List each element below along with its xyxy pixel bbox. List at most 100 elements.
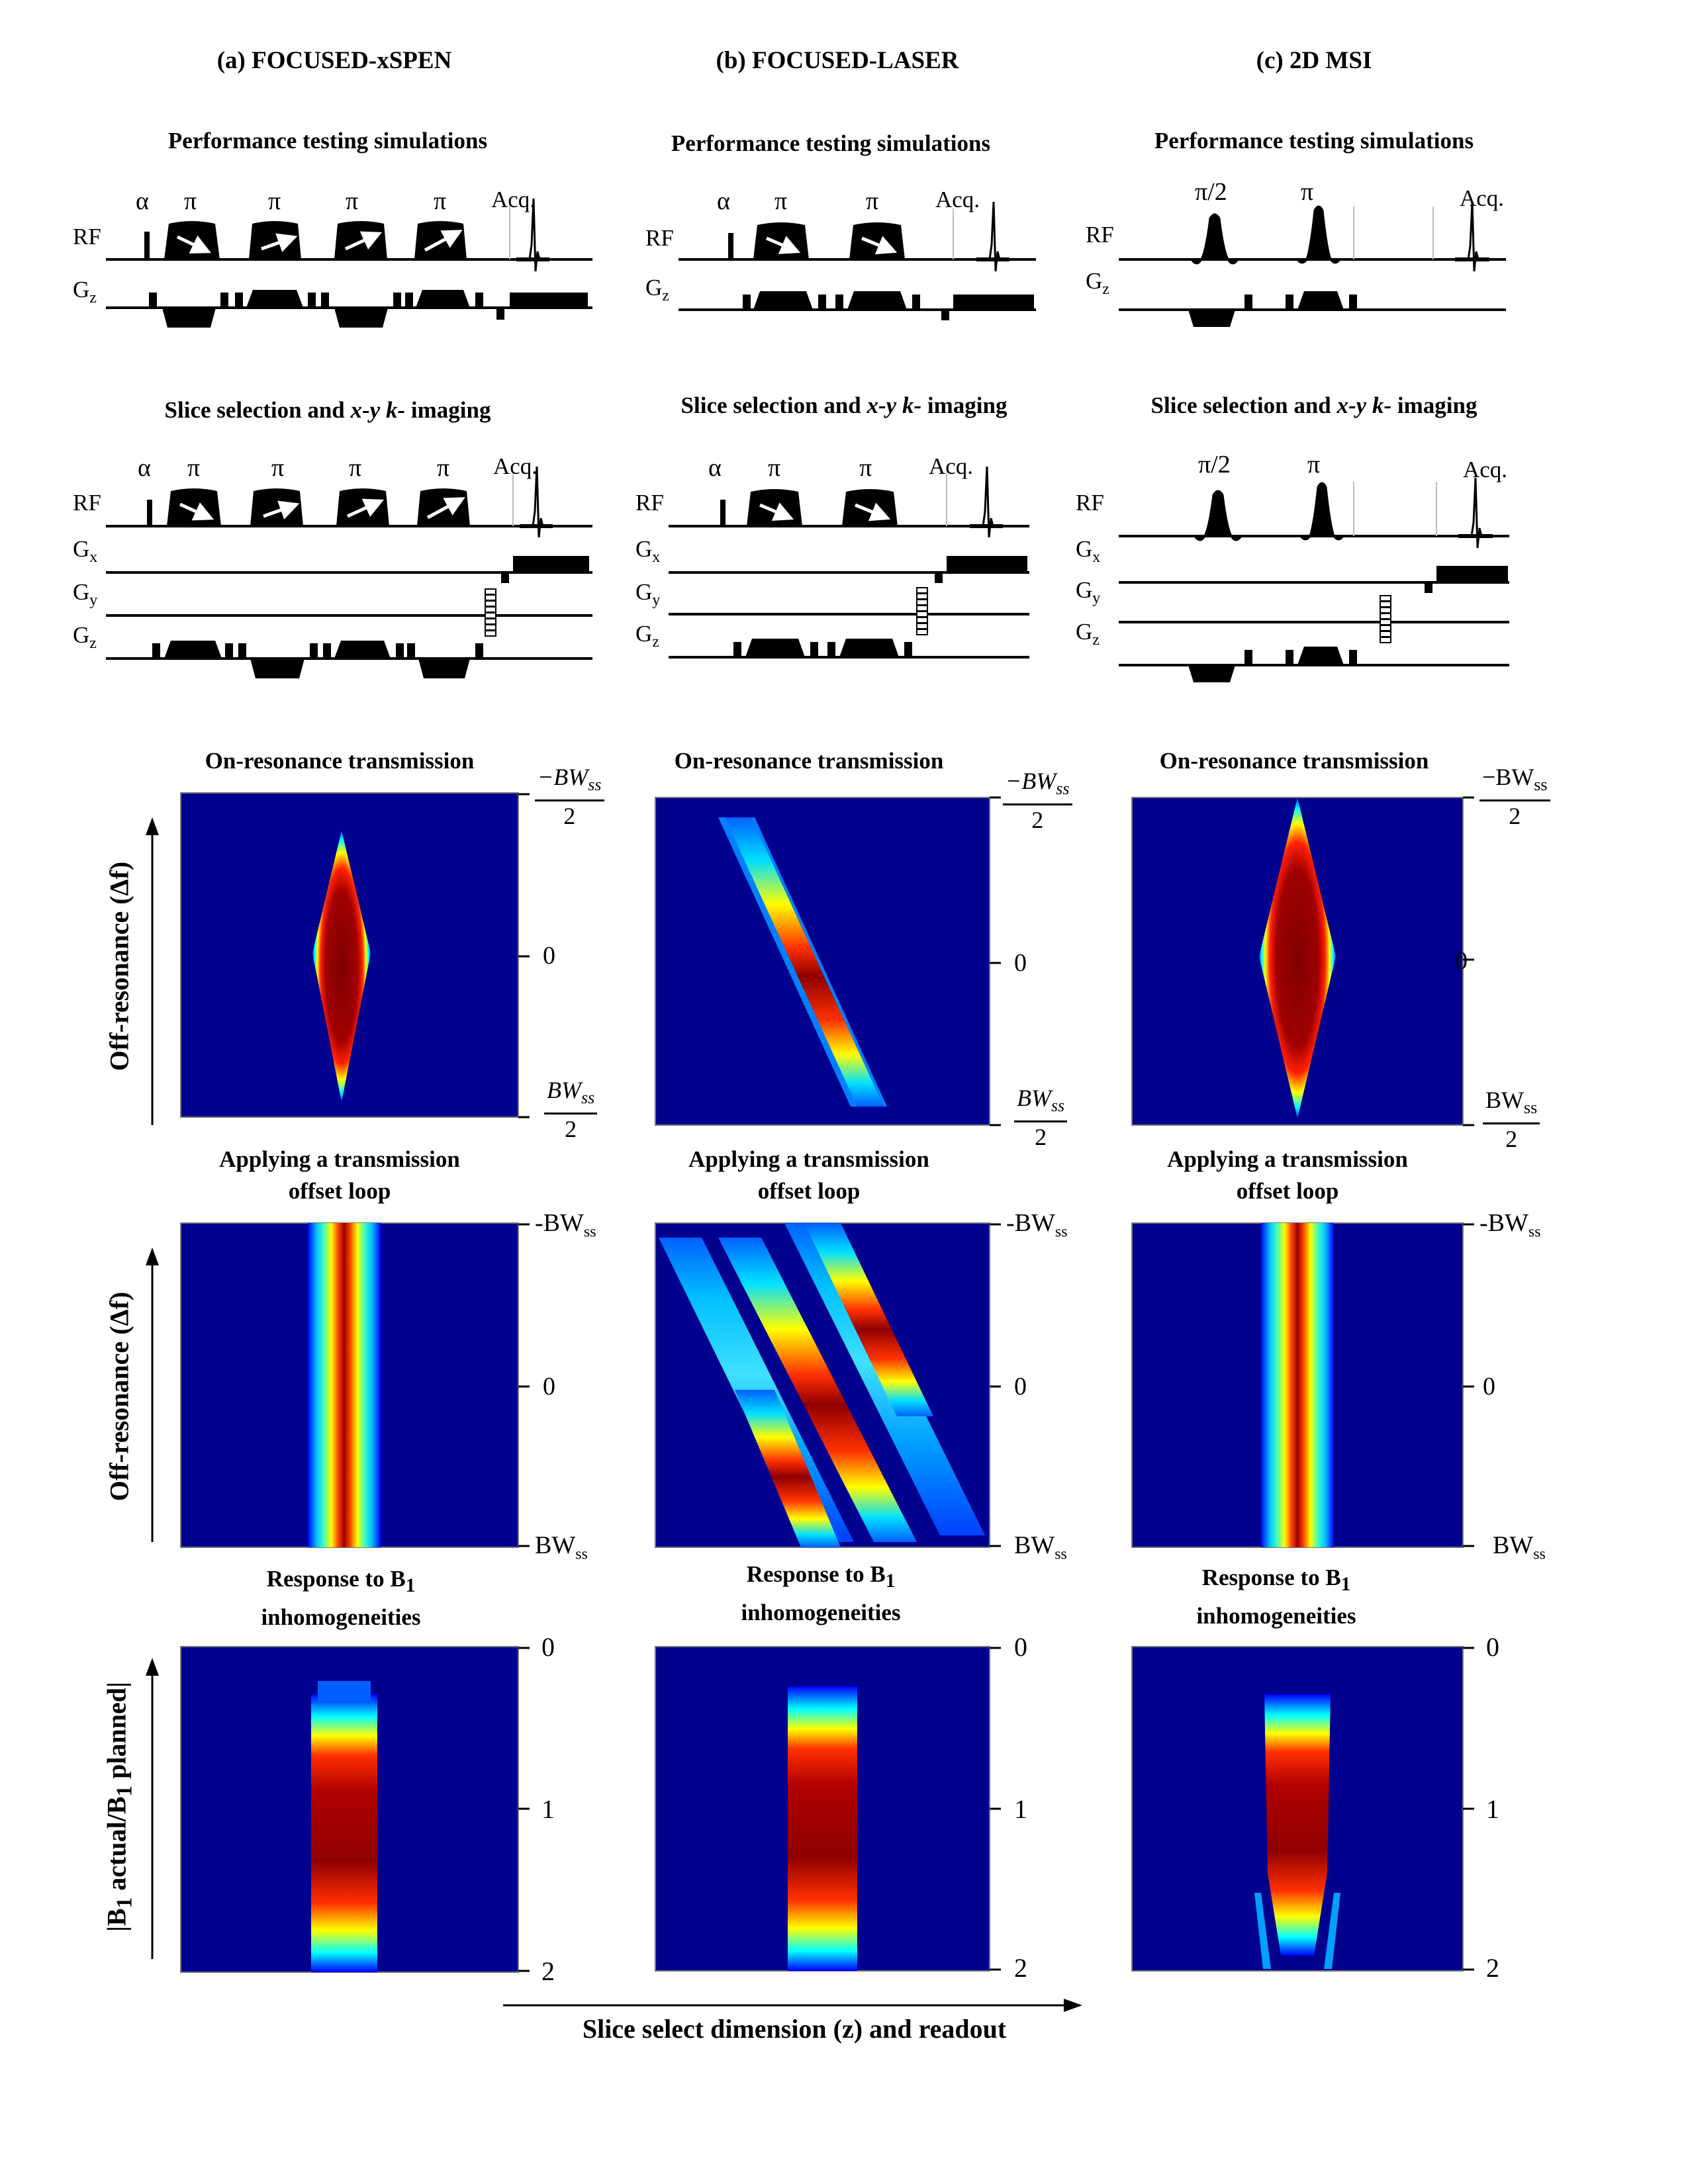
seq-a-slice (106, 466, 592, 678)
map-on-resonance-c (1131, 797, 1464, 1126)
tick-2-c3: 2 (1486, 1953, 1499, 1983)
tick-mid-b2: 0 (1014, 1373, 1027, 1400)
y-axis-title-b1: |B1 actual/B1 planned| (101, 1682, 137, 1932)
pulse-pi1-b2: π (768, 454, 781, 482)
gz-label-b1: Gz (645, 275, 669, 304)
pulse-sequence-diagrams (106, 198, 1509, 682)
tick-top-b2: -BWss (1006, 1209, 1068, 1241)
gz-label-b2: Gz (635, 621, 659, 651)
pulse-alpha-b1: α (717, 187, 730, 215)
gx-label-a2: Gx (73, 536, 98, 566)
seq-a-performance (106, 198, 592, 328)
acq-label-a1: Acq. (491, 187, 536, 212)
pulse-pi2-b1: π (866, 187, 879, 215)
rf-label-c1: RF (1086, 222, 1114, 248)
tick-bot-b2: BWss (1014, 1531, 1067, 1563)
y-axis-title-offres-1: Off-resonance (Δf) (104, 861, 134, 1071)
tick-mid-c1: 0 (1455, 947, 1468, 975)
slice-title-a: Slice selection and x-y k- imaging (164, 397, 491, 423)
map-offset-loop-a (180, 1222, 519, 1548)
pulse-pi4-a2: π (437, 454, 450, 482)
column-title-a: (a) FOCUSED-xSPEN (216, 47, 452, 74)
slice-title-c: Slice selection and x-y k- imaging (1150, 392, 1477, 418)
tick-mid-b1: 0 (1014, 949, 1027, 977)
acq-label-b2: Acq. (929, 453, 974, 479)
perf-title-b: Performance testing simulations (671, 130, 991, 156)
gz-label-a1: Gz (73, 277, 97, 306)
on-title-a: On-resonance transmission (205, 748, 475, 774)
pulse-alpha-a1: α (136, 187, 149, 215)
tick-1-c3: 1 (1486, 1794, 1499, 1824)
gy-label-b2: Gy (635, 579, 661, 609)
tick-0-c3: 0 (1486, 1632, 1499, 1662)
x-axis-title: Slice select dimension (z) and readout (582, 2014, 1007, 2044)
x-axis-arrow (503, 1999, 1082, 2012)
pulse-pi2-b2: π (859, 454, 872, 482)
rf-label-b2: RF (635, 490, 664, 516)
pulse-alpha-b2: α (708, 454, 722, 482)
tick-mid-c2: 0 (1483, 1373, 1495, 1400)
pulse-pi1-a2: π (187, 454, 201, 482)
pulse-alpha-a2: α (138, 454, 151, 482)
tick-bot-a2: BWss (535, 1531, 588, 1563)
on-title-c: On-resonance transmission (1159, 748, 1429, 774)
column-title-c: (c) 2D MSI (1256, 47, 1372, 74)
tick-top-c2: -BWss (1479, 1209, 1541, 1241)
rf-label-a1: RF (73, 224, 101, 250)
b1-title-c: Response to B1 inhomogeneities (1196, 1565, 1356, 1629)
pulse-halfpi-c1: π/2 (1195, 178, 1227, 206)
acq-label-c2: Acq. (1463, 457, 1508, 482)
pulse-pi-c2: π (1307, 451, 1321, 478)
gz-label-c1: Gz (1086, 268, 1109, 298)
pulse-pi-c1: π (1301, 178, 1314, 206)
pulse-pi3-a1: π (346, 187, 359, 215)
gy-label-a2: Gy (73, 579, 98, 609)
seq-c-performance (1119, 201, 1506, 327)
seq-b-performance (679, 201, 1036, 320)
gz-label-c2: Gz (1076, 619, 1100, 649)
pulse-pi2-a2: π (271, 454, 285, 482)
map-tick-marks (518, 793, 1474, 1972)
column-title-b: (b) FOCUSED-LASER (716, 47, 959, 74)
pulse-halfpi-c2: π/2 (1198, 451, 1231, 478)
map-b1-response-b (655, 1646, 990, 1972)
tick-2-b3: 2 (1014, 1953, 1027, 1983)
tick-1-b3: 1 (1014, 1794, 1027, 1824)
gx-label-b2: Gx (635, 536, 661, 566)
b1-title-b: Response to B1 inhomogeneities (741, 1561, 901, 1625)
tick-1-a3: 1 (541, 1794, 555, 1824)
tick-top-c1: −BWss 2 (1479, 762, 1550, 831)
tick-top-b1: −BWss 2 (1003, 766, 1072, 835)
pulse-pi1-b1: π (774, 187, 788, 215)
on-title-b: On-resonance transmission (674, 748, 944, 774)
map-offset-loop-b (655, 1222, 990, 1548)
gy-label-c2: Gy (1076, 577, 1101, 607)
tick-mid-a2: 0 (543, 1373, 555, 1400)
gx-label-c2: Gx (1076, 536, 1101, 566)
y-axis-title-offres-2: Off-resonance (Δf) (104, 1291, 134, 1502)
tick-bot-b1: BWss 2 (1014, 1083, 1068, 1152)
gz-label-a2: Gz (73, 622, 97, 652)
loop-title-c: Applying a transmission offset loop (1167, 1146, 1408, 1204)
loop-title-a: Applying a transmission offset loop (219, 1146, 460, 1204)
tick-bot-c2: BWss (1493, 1531, 1546, 1563)
map-offset-loop-c (1131, 1222, 1464, 1548)
rf-label-b1: RF (645, 225, 674, 251)
rf-label-c2: RF (1076, 490, 1104, 516)
tick-top-a2: -BWss (535, 1209, 596, 1241)
tick-top-a1: −BWss 2 (535, 762, 604, 831)
map-on-resonance-b (655, 797, 990, 1126)
simulation-maps (146, 792, 1474, 2012)
map-b1-response-a (180, 1646, 519, 1973)
rf-label-a2: RF (73, 490, 101, 516)
tick-bot-c1: BWss 2 (1483, 1085, 1540, 1154)
b1-title-a: Response to B1 inhomogeneities (261, 1566, 421, 1630)
pulse-pi3-a2: π (349, 454, 362, 482)
tick-0-a3: 0 (541, 1632, 555, 1662)
pulse-pi2-a1: π (268, 187, 281, 215)
seq-b-slice (669, 466, 1029, 659)
pulse-pi1-a1: π (184, 187, 197, 215)
tick-0-b3: 0 (1014, 1632, 1027, 1662)
pulse-pi4-a1: π (434, 187, 447, 215)
tick-bot-a1: BWss 2 (544, 1075, 598, 1144)
